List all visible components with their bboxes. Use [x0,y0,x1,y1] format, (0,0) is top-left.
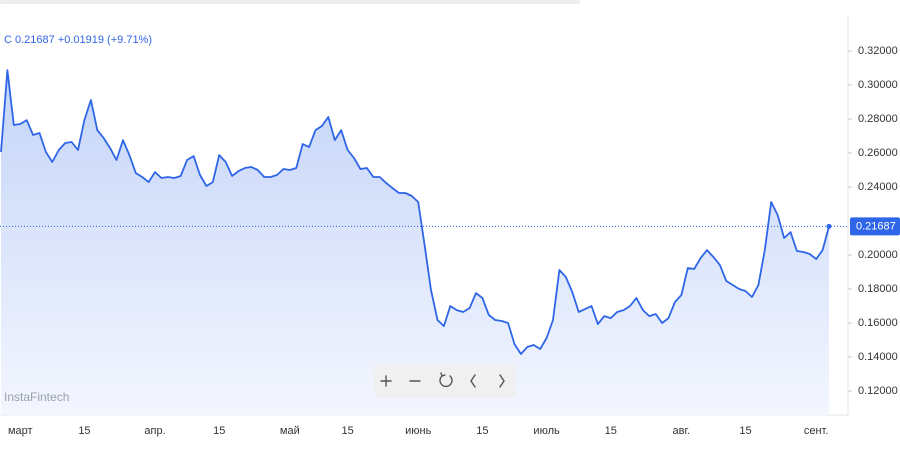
x-tick-label: апр. [144,425,165,437]
y-tick-label: 0.20000 [858,249,898,261]
controls-bg [374,364,516,398]
x-tick-label: 15 [476,425,488,437]
y-tick-label: 0.28000 [858,113,898,125]
x-tick-label: 15 [213,425,225,437]
plot [0,69,848,415]
last-point [826,223,832,229]
zoom-controls[interactable] [374,364,516,398]
x-tick-label: май [280,425,300,437]
x-tick-label: март [8,425,33,437]
y-tick-label: 0.18000 [858,283,898,295]
x-tick-label: июнь [405,425,431,437]
x-tick-label: 15 [605,425,617,437]
toolbar-edge [0,0,580,4]
y-tick-label: 0.12000 [858,385,898,397]
y-tick-label: 0.24000 [858,181,898,193]
last-price-label: 0.21687 [856,220,896,232]
y-tick-label: 0.26000 [858,147,898,159]
area [1,70,829,415]
x-tick-label: 15 [78,425,90,437]
x-tick-label: 15 [739,425,751,437]
zoom-in[interactable] [380,375,392,387]
y-tick-label: 0.16000 [858,317,898,329]
x-tick-label: сент. [804,425,829,437]
last-price-tag [850,217,900,236]
y-tick-label: 0.30000 [858,79,898,91]
price-line [0,69,830,355]
scroll-right[interactable] [499,374,505,388]
x-tick-label: 15 [341,425,353,437]
x-tick-label: авг. [673,425,691,437]
reset[interactable] [439,372,453,388]
y-tick-label: 0.32000 [858,45,898,57]
scroll-left[interactable] [470,374,476,388]
x-tick-label: июль [533,425,560,437]
ohlc-header: C 0.21687 +0.01919 (+9.71%) [4,34,152,46]
y-tick-label: 0.14000 [858,351,898,363]
watermark: InstaFintech [4,390,69,404]
